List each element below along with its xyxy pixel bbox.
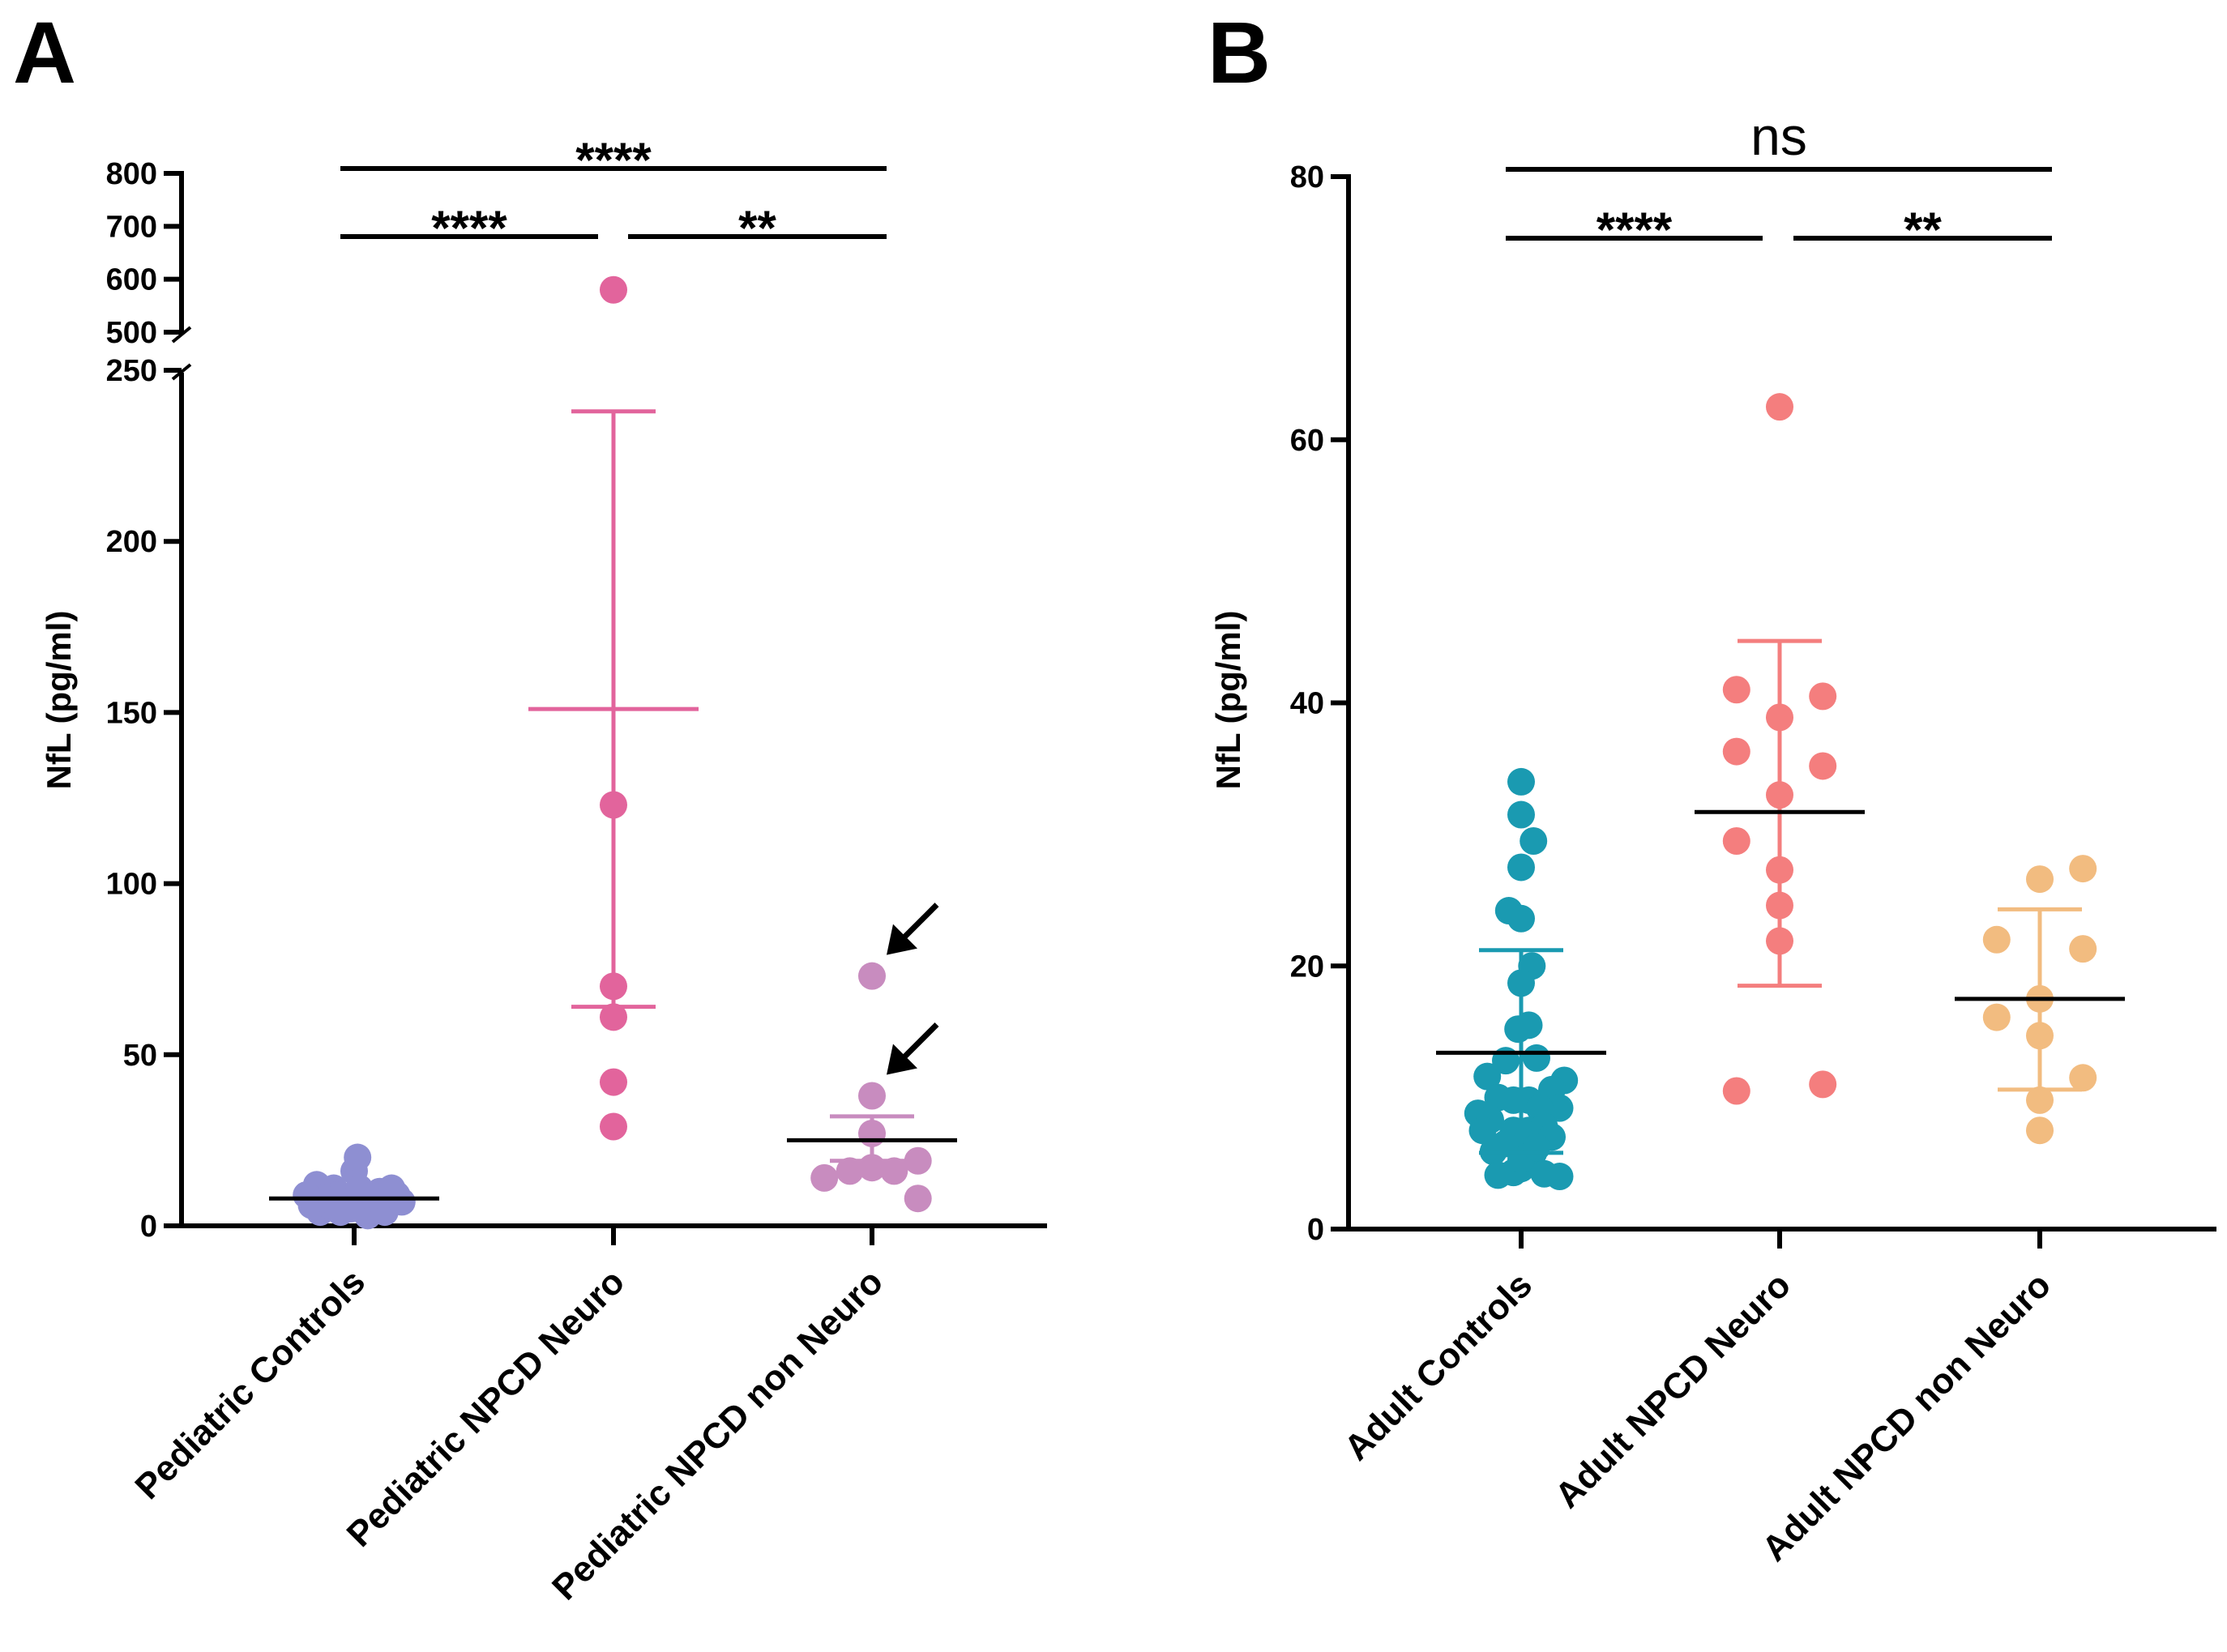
data-point — [1523, 1133, 1550, 1162]
y-tick-label: 40 — [1290, 687, 1324, 721]
y-tick-label: 200 — [106, 525, 157, 559]
data-point — [2026, 1086, 2054, 1114]
y-tick-label: 600 — [106, 263, 157, 297]
data-point — [1523, 1044, 1550, 1072]
y-axis-title: NfL (pg/ml) — [1209, 611, 1247, 790]
data-point — [1722, 737, 1750, 766]
data-point — [1545, 1163, 1574, 1191]
data-point — [880, 1157, 908, 1185]
significance-label: ns — [1750, 106, 1807, 166]
arrow-head — [887, 1044, 917, 1075]
data-point — [1545, 1094, 1574, 1122]
series-group — [269, 1143, 439, 1230]
significance-label: **** — [431, 201, 507, 255]
significance-label: **** — [1597, 203, 1673, 257]
y-tick-label: 50 — [123, 1039, 157, 1073]
y-tick-label: 500 — [106, 316, 157, 350]
data-point — [600, 275, 627, 304]
series-group — [528, 275, 699, 1141]
data-point — [344, 1143, 372, 1172]
data-point — [1473, 1062, 1502, 1091]
data-point — [378, 1174, 406, 1202]
significance-label: **** — [575, 133, 652, 187]
y-tick-label: 0 — [140, 1210, 157, 1244]
data-point — [810, 1163, 839, 1192]
y-tick-label: 100 — [106, 868, 157, 902]
data-point — [1468, 1116, 1497, 1145]
data-point — [293, 1180, 321, 1209]
data-point — [600, 1068, 627, 1096]
data-point — [2026, 1116, 2054, 1145]
data-point — [1982, 925, 2011, 954]
data-point — [1809, 1070, 1837, 1099]
y-axis-title: NfL (pg/ml) — [40, 611, 78, 790]
data-point — [1766, 393, 1793, 421]
series-group — [1436, 767, 1606, 1191]
data-point — [1722, 676, 1750, 704]
data-point — [2026, 865, 2054, 894]
arrow-head — [887, 924, 917, 955]
data-point — [1809, 682, 1837, 711]
data-point — [1722, 1077, 1750, 1105]
data-point — [1809, 752, 1837, 780]
category-label: Adult Controls — [1336, 1265, 1540, 1468]
data-point — [904, 1185, 932, 1213]
y-tick-label: 700 — [106, 210, 157, 244]
data-point — [858, 962, 886, 990]
data-point — [1982, 1003, 2011, 1031]
category-label: Pediatric Controls — [127, 1261, 373, 1507]
significance-label: ** — [738, 201, 776, 255]
y-tick-label: 60 — [1290, 424, 1324, 458]
data-point — [1507, 800, 1535, 829]
data-point — [1722, 826, 1750, 855]
y-tick-label: 800 — [106, 157, 157, 191]
category-label: Adult NPCD non Neuro — [1755, 1265, 2058, 1569]
data-point — [600, 1112, 627, 1141]
data-point — [2069, 1064, 2097, 1092]
data-point — [836, 1157, 864, 1185]
data-point — [858, 1082, 886, 1110]
data-point — [1484, 1161, 1512, 1189]
category-label: Adult NPCD Neuro — [1548, 1265, 1798, 1515]
data-point — [1507, 904, 1535, 933]
y-tick-label: 0 — [1307, 1213, 1324, 1247]
data-point — [600, 1003, 627, 1031]
significance-label: ** — [1904, 203, 1942, 257]
data-point — [1507, 767, 1535, 796]
y-tick-label: 250 — [106, 354, 157, 388]
panel-a: NfL (pg/ml) 0 50 100 150 200 250 500 600 700 800 P… — [40, 133, 1047, 1607]
y-tick-label: 80 — [1290, 160, 1324, 194]
y-tick-label: 20 — [1290, 950, 1324, 984]
data-point — [2069, 935, 2097, 963]
data-point — [1507, 853, 1535, 881]
data-point — [2069, 855, 2097, 883]
category-label: Pediatric NPCD Neuro — [340, 1261, 632, 1554]
series-group — [787, 962, 957, 1213]
series-group — [1955, 855, 2125, 1145]
panel-letter-b: B — [1208, 3, 1271, 101]
data-point — [904, 1146, 932, 1175]
y-tick-label: 150 — [106, 696, 157, 730]
data-point — [1520, 826, 1548, 855]
panel-letter-a: A — [13, 3, 76, 101]
series-group — [1695, 393, 1865, 1105]
